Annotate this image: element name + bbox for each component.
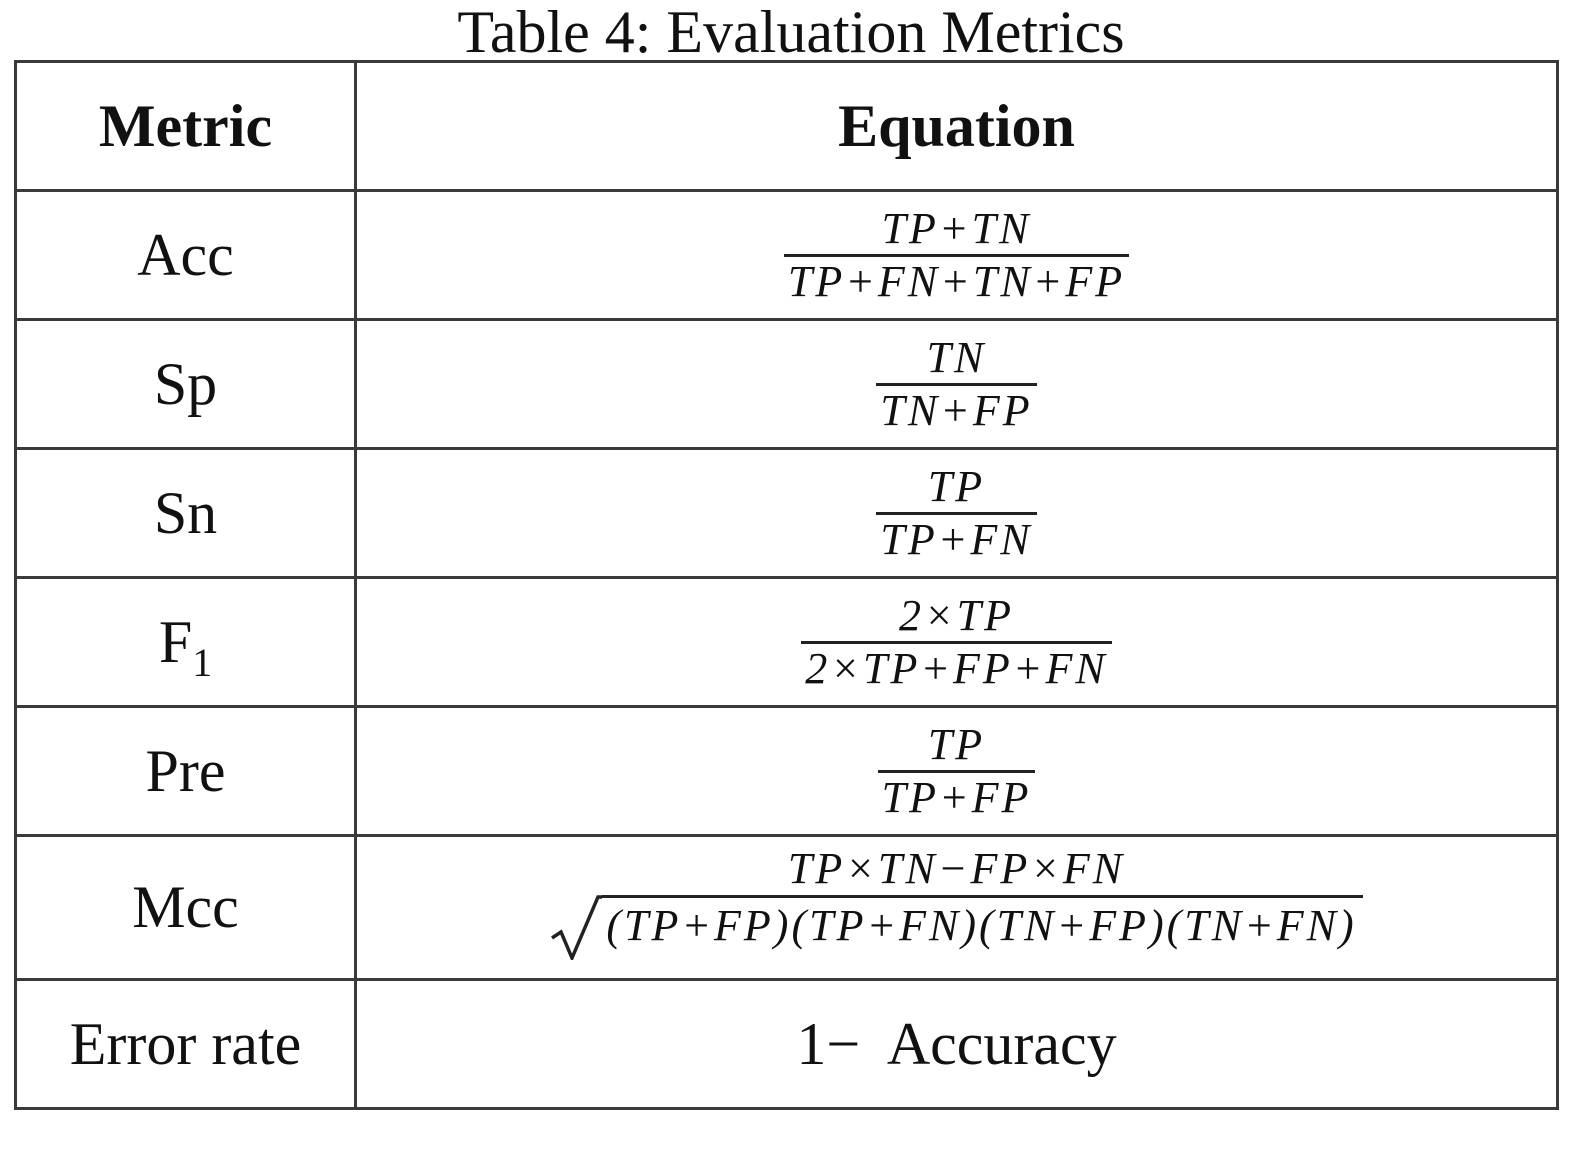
- denominator: TP+FP: [877, 769, 1036, 820]
- metric-subscript: 1: [192, 639, 213, 685]
- radicand: (TP+FP)(TP+FN)(TN+FP)(TN+FN): [602, 895, 1363, 948]
- metric-name: Sn: [14, 447, 357, 579]
- table-row: Pre TP TP+FP: [14, 705, 1559, 837]
- denominator: TP+FN: [876, 511, 1037, 562]
- equation-cell: 1− Accuracy: [354, 978, 1559, 1110]
- equation-text: 1− Accuracy: [796, 1010, 1117, 1077]
- metric-base: F: [158, 608, 193, 675]
- denominator: TN+FP: [876, 382, 1037, 433]
- fraction: TP+TN TP+FN+TN+FP: [783, 203, 1130, 304]
- fraction: TP×TN−FP×FN (TP+FP)(TP+FN)(TN+FP)(TN+FN): [546, 847, 1366, 968]
- table-caption: Table 4: Evaluation Metrics: [457, 0, 1125, 65]
- equation-cell: TP+TN TP+FN+TN+FP: [354, 189, 1559, 321]
- metric-name: F1: [14, 576, 357, 708]
- square-root: (TP+FP)(TP+FN)(TN+FP)(TN+FN): [550, 894, 1363, 960]
- metric-name: Mcc: [14, 834, 357, 981]
- equation-cell: 2×TP 2×TP+FP+FN: [354, 576, 1559, 708]
- column-header-equation: Equation: [354, 60, 1559, 192]
- denominator: TP+FN+TN+FP: [783, 253, 1130, 304]
- table-row: Mcc TP×TN−FP×FN (TP+FP)(TP+FN)(TN+FP)(TN…: [14, 834, 1559, 981]
- equation-cell: TN TN+FP: [354, 318, 1559, 450]
- equation-cell: TP TP+FP: [354, 705, 1559, 837]
- equation-cell: TP TP+FN: [354, 447, 1559, 579]
- fraction: TN TN+FP: [876, 332, 1037, 433]
- table-row: F1 2×TP 2×TP+FP+FN: [14, 576, 1559, 708]
- numerator: TP×TN−FP×FN: [787, 844, 1126, 893]
- numerator: TP: [927, 719, 986, 769]
- metric-name: Error rate: [14, 978, 357, 1110]
- column-header-metric: Metric: [14, 60, 357, 192]
- table-row: Sn TP TP+FN: [14, 447, 1559, 579]
- metric-name: Pre: [14, 705, 357, 837]
- table-row: Error rate 1− Accuracy: [14, 978, 1559, 1110]
- numerator: TN: [926, 332, 987, 382]
- table-header-row: Metric Equation: [14, 60, 1559, 192]
- numerator: TP: [927, 461, 986, 511]
- denominator: 2×TP+FP+FN: [801, 640, 1112, 691]
- table-row: Sp TN TN+FP: [14, 318, 1559, 450]
- denominator: (TP+FP)(TP+FN)(TN+FP)(TN+FN): [546, 894, 1366, 968]
- metric-name: Sp: [14, 318, 357, 450]
- fraction: 2×TP 2×TP+FP+FN: [801, 590, 1112, 691]
- radical-sign-icon: [551, 895, 603, 960]
- equation-cell: TP×TN−FP×FN (TP+FP)(TP+FN)(TN+FP)(TN+FN): [354, 834, 1559, 981]
- numerator: TP+TN: [881, 203, 1032, 253]
- metric-name: Acc: [14, 189, 357, 321]
- fraction: TP TP+FP: [877, 719, 1036, 820]
- numerator: 2×TP: [898, 590, 1015, 640]
- evaluation-metrics-table: Metric Equation Acc TP+TN TP+FN+TN+FP Sp…: [14, 60, 1559, 1110]
- table-row: Acc TP+TN TP+FN+TN+FP: [14, 189, 1559, 321]
- fraction: TP TP+FN: [876, 461, 1037, 562]
